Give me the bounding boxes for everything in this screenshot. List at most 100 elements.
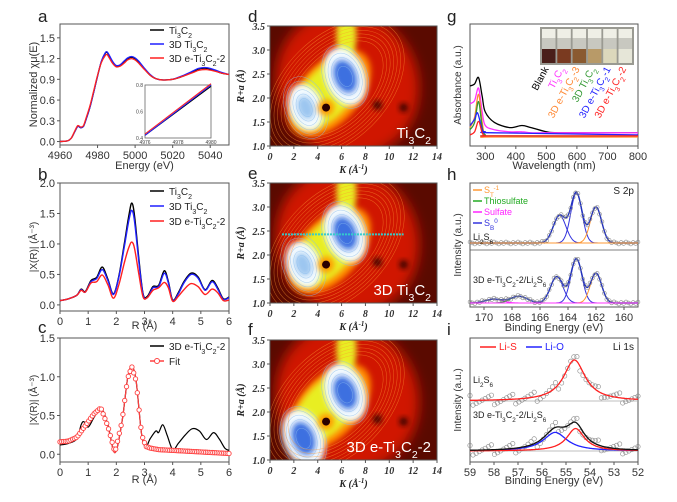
x-tick-label: 0 bbox=[57, 467, 63, 479]
vial-cap bbox=[618, 29, 632, 38]
data-point bbox=[599, 283, 605, 288]
y-tick-label: 3.5 bbox=[252, 22, 266, 33]
x-tick-label: 52 bbox=[632, 467, 644, 479]
contour-line bbox=[287, 197, 384, 294]
contour-line bbox=[321, 201, 369, 266]
heatmap-dark-spot bbox=[399, 260, 408, 269]
x-tick-label: 1 bbox=[85, 316, 91, 328]
data-point bbox=[508, 241, 513, 247]
data-point bbox=[577, 429, 583, 435]
contour-line bbox=[337, 382, 353, 404]
data-point bbox=[510, 391, 516, 397]
legend-label-2: 3D e-Ti3C2-2 bbox=[169, 217, 226, 231]
x-tick-label: 2 bbox=[290, 466, 296, 477]
data-point bbox=[544, 294, 549, 299]
data-point bbox=[568, 205, 573, 211]
data-point bbox=[582, 220, 588, 225]
y-tick-label: 1.0 bbox=[253, 299, 266, 310]
inset-y-tick-label: 0.6 bbox=[136, 110, 143, 116]
data-point bbox=[546, 287, 552, 292]
data-point bbox=[488, 442, 494, 448]
y-axis-label: R+a (Å) bbox=[235, 69, 247, 103]
panel-e: 0 2 4 6 8 10 12 14 1.0 1.5 2.0 2.5 3.0 3.5 K (Å-1) R+a … bbox=[235, 179, 442, 333]
x-tick-label: 0 bbox=[268, 466, 273, 477]
legend-label-0: 3D e-Ti3C2-2 bbox=[169, 342, 226, 356]
data-point bbox=[565, 423, 571, 429]
data-point bbox=[568, 272, 573, 278]
spectrum-label-1: 3D e-Ti3C2-2/Li2S6 bbox=[473, 410, 547, 424]
contour-line bbox=[270, 183, 401, 303]
inset-series-line-1 bbox=[144, 84, 212, 136]
y-tick-label: 3.0 bbox=[252, 203, 266, 214]
x-axis-label: Wavelength (nm) bbox=[512, 160, 595, 172]
y-tick-label: 3.5 bbox=[252, 336, 266, 347]
panel-a: 4960 4980 5000 5020 5040 0.0 0.3 0.6 0.9 1.2 1.5 En… bbox=[28, 23, 230, 172]
data-point bbox=[558, 212, 564, 217]
data-point bbox=[611, 239, 617, 244]
data-point bbox=[479, 298, 485, 303]
y-tick-label: 0.5 bbox=[40, 269, 55, 281]
vial-liquid bbox=[572, 49, 587, 63]
data-point bbox=[592, 206, 597, 211]
y-tick-label: 0.5 bbox=[40, 411, 55, 423]
y-tick-label: 2.0 bbox=[252, 94, 266, 105]
data-point bbox=[565, 365, 571, 371]
contour-line bbox=[287, 40, 384, 137]
data-point bbox=[528, 391, 534, 397]
data-point bbox=[590, 275, 595, 281]
data-point bbox=[531, 389, 537, 395]
data-point bbox=[598, 395, 604, 401]
contour-line bbox=[277, 344, 394, 460]
x-tick-label: 10 bbox=[384, 466, 394, 477]
data-point bbox=[635, 393, 641, 399]
data-point bbox=[595, 437, 601, 443]
data-point bbox=[491, 295, 497, 301]
data-point bbox=[620, 451, 626, 457]
y-tick-label: 0.6 bbox=[40, 95, 55, 107]
data-point bbox=[635, 239, 641, 245]
fit-marker bbox=[136, 407, 142, 413]
contour-line bbox=[292, 423, 315, 454]
y-tick-label: 1.0 bbox=[253, 456, 266, 467]
plot-frame bbox=[469, 23, 639, 147]
heatmap-image bbox=[270, 340, 437, 460]
data-point bbox=[616, 301, 621, 307]
x-tick-label: 2 bbox=[290, 152, 296, 163]
inset-x-tick-label: 4978 bbox=[172, 140, 183, 146]
data-point bbox=[574, 354, 580, 360]
data-point bbox=[485, 394, 491, 400]
inset-series-line-2 bbox=[144, 83, 212, 135]
data-point bbox=[520, 241, 525, 247]
x-tick-label: 800 bbox=[629, 151, 647, 163]
series-line-2 bbox=[59, 53, 230, 143]
y-tick-label: 2.0 bbox=[40, 178, 55, 190]
data-point bbox=[578, 201, 583, 206]
envelope-line bbox=[469, 421, 638, 451]
x-tick-label: 4960 bbox=[48, 150, 72, 162]
contour-line bbox=[337, 222, 353, 244]
x-axis-label: R (Å) bbox=[132, 319, 158, 332]
data-point bbox=[574, 415, 580, 421]
data-point bbox=[520, 295, 525, 301]
x-tick-label: 4 bbox=[170, 316, 176, 328]
contour-line bbox=[334, 218, 357, 249]
component-peak bbox=[469, 359, 639, 402]
spectrum-label-0: Li2S6 bbox=[473, 375, 494, 389]
data-point bbox=[623, 399, 629, 405]
data-point bbox=[503, 296, 509, 301]
data-point bbox=[570, 261, 576, 267]
data-point bbox=[553, 380, 559, 386]
x-tick-label: 5040 bbox=[198, 150, 222, 162]
data-point bbox=[570, 195, 576, 200]
data-point bbox=[487, 296, 492, 302]
panel-letter-g: g bbox=[447, 7, 456, 26]
data-point bbox=[475, 299, 480, 305]
data-point bbox=[592, 437, 598, 443]
data-point bbox=[597, 277, 602, 282]
data-point bbox=[563, 282, 569, 288]
data-point bbox=[551, 275, 557, 281]
fit-marker bbox=[100, 411, 106, 417]
x-tick-label: 6 bbox=[339, 466, 344, 477]
contour-line bbox=[287, 242, 320, 288]
data-point bbox=[587, 280, 593, 286]
